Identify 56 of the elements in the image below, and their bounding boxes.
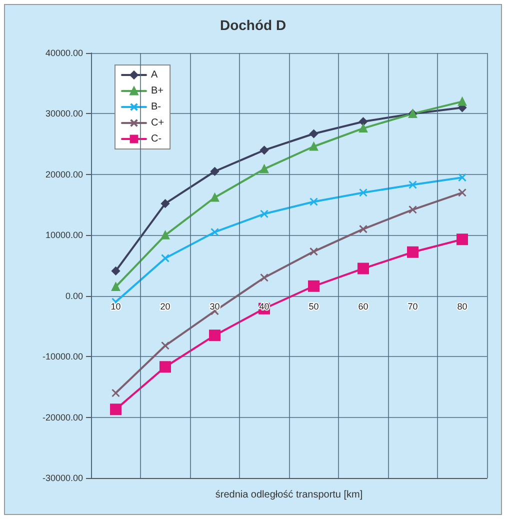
point xyxy=(458,188,466,197)
legend-label: B+ xyxy=(151,86,164,96)
point xyxy=(458,97,466,106)
point xyxy=(310,142,318,151)
point xyxy=(359,224,368,234)
x-tick-label: 10 xyxy=(110,301,121,312)
legend-label: C- xyxy=(151,134,162,144)
point xyxy=(161,341,170,350)
point xyxy=(161,230,170,240)
point xyxy=(110,404,122,416)
point xyxy=(359,117,368,126)
x-tick-label: 80 xyxy=(457,301,468,312)
y-tick-label: 40000.00 xyxy=(45,48,83,58)
legend-label: A xyxy=(151,70,158,80)
point xyxy=(210,167,219,176)
point xyxy=(209,330,220,342)
y-tick-label: -30000.00 xyxy=(42,473,83,483)
x-tick-label: 40 xyxy=(259,301,270,312)
point xyxy=(408,205,417,214)
y-tick-label: 10000.00 xyxy=(45,230,83,240)
legend-label: B- xyxy=(151,102,161,112)
x-tick-label: 20 xyxy=(160,301,170,312)
point xyxy=(308,280,320,292)
point xyxy=(161,199,170,208)
point xyxy=(112,282,120,291)
point xyxy=(112,388,120,398)
point xyxy=(161,254,170,262)
y-tick-label: -20000.00 xyxy=(42,412,83,422)
point xyxy=(112,266,120,276)
point xyxy=(210,228,219,236)
point xyxy=(458,173,466,182)
y-tick-label: 20000.00 xyxy=(45,169,83,180)
point xyxy=(407,246,418,258)
legend-label: C+ xyxy=(151,118,164,128)
point xyxy=(260,210,268,218)
point xyxy=(408,180,417,189)
point xyxy=(310,247,318,256)
chart-title: Dochód D xyxy=(220,17,286,33)
point xyxy=(260,164,268,174)
point xyxy=(310,198,318,206)
point xyxy=(358,262,369,274)
point xyxy=(359,188,368,197)
y-tick-label: 0.00 xyxy=(65,290,83,301)
point xyxy=(260,273,268,282)
point xyxy=(310,130,318,138)
x-tick-label: 70 xyxy=(408,301,418,312)
point xyxy=(456,234,468,246)
point xyxy=(359,124,368,133)
x-tick-label: 60 xyxy=(358,301,368,312)
point xyxy=(210,193,219,202)
x-axis-title: średnia odległość transportu [km] xyxy=(215,490,363,500)
point xyxy=(160,361,171,373)
y-tick-label: 30000.00 xyxy=(45,108,83,119)
x-tick-label: 50 xyxy=(308,301,319,312)
y-tick-label: -10000.00 xyxy=(42,352,83,362)
point xyxy=(260,146,268,154)
